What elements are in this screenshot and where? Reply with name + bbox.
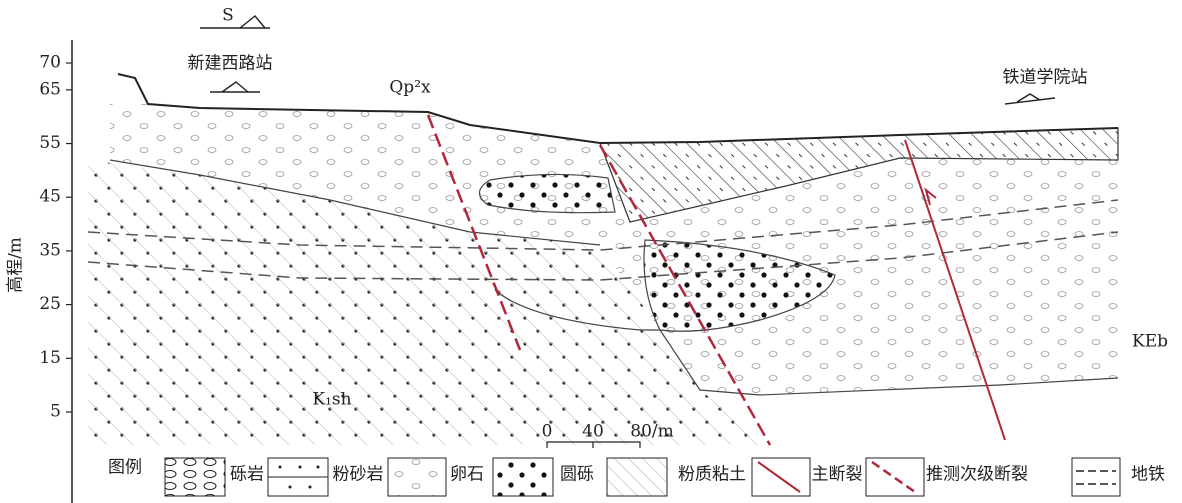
scale-mark: 40	[582, 422, 604, 442]
north-label: S	[222, 6, 234, 26]
legend-label: 砾岩	[230, 465, 264, 485]
legend-title: 图例	[108, 458, 142, 478]
legend-label: 粉砂岩	[333, 465, 384, 485]
legend-label: 卵石	[450, 465, 484, 485]
scale-mark: 0	[542, 422, 553, 442]
y-tick-label: 15	[39, 348, 61, 368]
legend-swatch	[1072, 458, 1120, 496]
y-tick-label: 55	[39, 133, 61, 153]
y-tick-label: 70	[39, 53, 61, 73]
legend-swatch	[752, 458, 810, 496]
legend-label: 主断裂	[812, 465, 863, 485]
stratum-label: KEb	[1132, 332, 1168, 352]
gravel-lens-1	[479, 174, 615, 212]
stratum-label: Qp²x	[389, 78, 431, 98]
y-tick-label: 5	[50, 402, 61, 422]
legend-swatch	[268, 458, 328, 496]
legend: 图例 砾岩 粉砂岩 卵石 圆砾 粉质粘土 主断裂 推测次级断裂	[108, 458, 1165, 497]
cross-section: 高程/m 706555453525155 S 新建西路站 Qp²x 铁道学院站 …	[0, 0, 1182, 503]
legend-swatch	[607, 458, 667, 496]
station-symbol	[210, 82, 260, 92]
legend-swatch	[388, 458, 446, 496]
scale-mark: 80/m	[630, 422, 673, 442]
y-tick-label: 65	[39, 79, 61, 99]
legend-swatch	[493, 458, 553, 496]
y-tick-label: 25	[39, 294, 61, 314]
station-label: 铁道学院站	[1003, 68, 1088, 88]
station-symbol	[1005, 94, 1055, 104]
y-tick-label: 35	[39, 240, 61, 260]
legend-label: 推测次级断裂	[926, 465, 1028, 485]
axis-label: 高程/m	[6, 237, 26, 293]
north-symbol	[200, 16, 270, 28]
stratum-label: K₁sh	[312, 390, 351, 410]
legend-label: 粉质粘土	[678, 465, 746, 485]
symbols	[200, 16, 1055, 104]
legend-swatch	[165, 458, 225, 496]
y-tick-label: 45	[39, 187, 61, 207]
legend-label: 地铁	[1131, 465, 1165, 485]
legend-label: 圆砾	[560, 465, 594, 485]
station-label: 新建西路站	[188, 54, 273, 74]
strata	[88, 74, 1118, 445]
legend-swatch	[866, 458, 924, 496]
elevation-axis: 高程/m 70 65 55 45 35 25 15 5	[6, 40, 73, 503]
